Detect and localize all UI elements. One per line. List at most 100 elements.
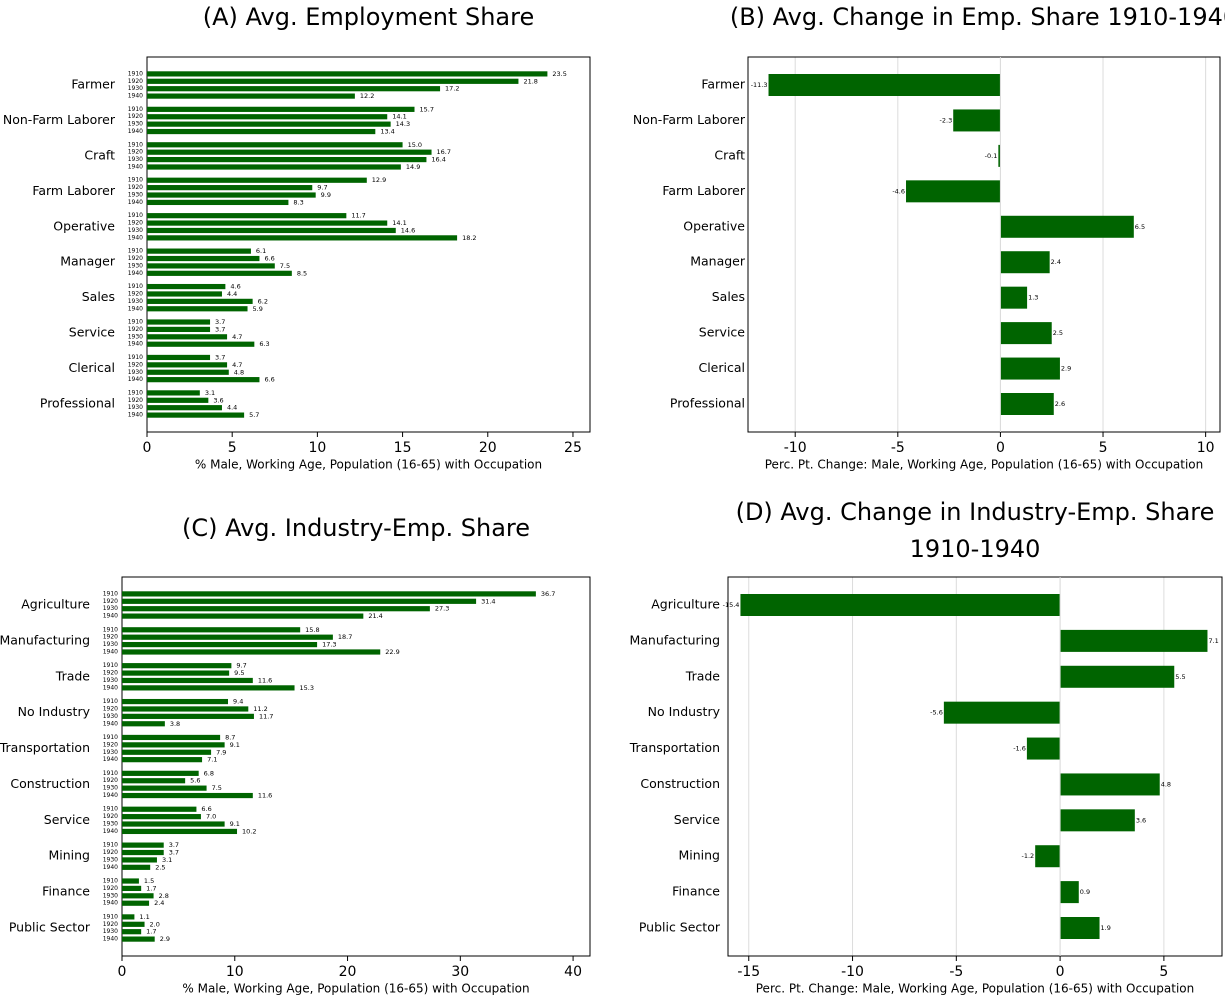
bar [122, 806, 197, 812]
bar [147, 319, 211, 325]
x-tick-label: 10 [226, 964, 244, 980]
category-label: Construction [640, 776, 720, 791]
data-label: 14.6 [401, 226, 415, 234]
data-label: 4.8 [1161, 780, 1171, 788]
x-tick-label: -5 [949, 964, 963, 980]
bar [122, 598, 477, 604]
data-label: -1.6 [1013, 745, 1026, 753]
bar [147, 114, 388, 120]
data-label: 9.1 [230, 820, 240, 828]
bar [147, 369, 229, 375]
data-label: 6.6 [264, 255, 274, 263]
series-label: 1910 [128, 354, 143, 361]
bar [122, 893, 154, 899]
data-label: 3.7 [215, 318, 225, 326]
bar [943, 701, 1061, 724]
series-label: 1940 [128, 376, 143, 383]
bar [147, 185, 313, 191]
data-label: 15.8 [305, 626, 319, 634]
bar [147, 199, 289, 206]
bar [1000, 393, 1054, 415]
series-label: 1940 [103, 828, 118, 835]
data-label: 6.1 [256, 247, 266, 255]
bar [122, 900, 150, 906]
data-label: 0.9 [1080, 888, 1090, 896]
x-tick-label: -10 [841, 964, 864, 980]
bar [740, 594, 1061, 616]
data-label: 3.6 [213, 396, 223, 404]
x-tick-label: 30 [451, 964, 469, 980]
x-tick-label: 20 [479, 440, 497, 456]
data-label: 7.0 [206, 813, 216, 821]
data-label: -4.6 [892, 187, 905, 195]
data-label: 15.0 [408, 141, 422, 149]
data-label: 17.3 [322, 641, 336, 649]
bar [147, 334, 228, 340]
data-label: 5.5 [1175, 673, 1185, 681]
series-label: 1930 [103, 749, 118, 756]
series-label: 1930 [128, 227, 143, 234]
series-label: 1920 [103, 741, 118, 748]
data-label: 7.5 [280, 262, 290, 270]
data-label: 21.4 [368, 612, 382, 620]
series-label: 1920 [103, 670, 118, 677]
series-label: 1910 [128, 177, 143, 184]
bar [147, 248, 251, 254]
bar [147, 405, 222, 411]
bar [147, 341, 255, 347]
bar [1060, 917, 1100, 939]
bar [147, 164, 401, 170]
chart-title: (D) Avg. Change in Industry-Emp. Share [736, 498, 1215, 526]
series-label: 1910 [103, 913, 118, 920]
bar [1000, 215, 1134, 238]
data-label: 3.7 [169, 849, 179, 857]
data-label: 11.7 [351, 212, 365, 220]
bar [147, 326, 211, 333]
series-label: 1910 [128, 212, 143, 219]
data-label: 6.8 [204, 769, 214, 777]
category-label: Transportation [0, 740, 90, 755]
data-label: 1.3 [1028, 294, 1038, 302]
bar [122, 677, 253, 684]
x-tick-label: 20 [339, 964, 357, 980]
bar [1060, 629, 1208, 652]
series-label: 1930 [103, 821, 118, 828]
bar [1060, 665, 1175, 688]
series-label: 1920 [103, 777, 118, 784]
plot-frame [747, 56, 1221, 433]
series-label: 1910 [128, 389, 143, 396]
data-label: 11.6 [258, 792, 272, 800]
data-label: 2.5 [1053, 329, 1063, 337]
category-label: No Industry [18, 704, 91, 719]
category-label: Sales [712, 289, 745, 304]
data-label: 3.6 [1136, 816, 1146, 824]
data-label: 1.9 [1101, 924, 1111, 932]
bar [147, 121, 391, 127]
series-label: 1940 [103, 613, 118, 620]
bar [122, 929, 142, 935]
series-label: 1910 [128, 141, 143, 148]
category-label: Sales [82, 289, 115, 304]
series-label: 1930 [128, 369, 143, 376]
data-label: 5.9 [253, 305, 263, 313]
data-label: 8.7 [225, 733, 235, 741]
data-label: 4.4 [227, 290, 237, 298]
series-label: 1920 [128, 113, 143, 120]
bar [122, 749, 212, 755]
series-label: 1930 [103, 713, 118, 720]
category-label: Clerical [68, 360, 115, 375]
bar [122, 634, 333, 640]
series-label: 1920 [128, 361, 143, 368]
bar [122, 785, 207, 791]
bar [147, 142, 403, 148]
data-label: 14.3 [396, 120, 410, 128]
bar [1035, 845, 1061, 868]
data-label: 18.7 [338, 633, 352, 641]
category-label: Mining [678, 848, 720, 863]
data-label: 14.1 [392, 219, 406, 227]
data-label: 9.7 [236, 662, 246, 670]
series-label: 1920 [128, 220, 143, 227]
series-label: 1910 [103, 662, 118, 669]
category-label: Professional [670, 396, 745, 411]
x-tick-label: 0 [1056, 964, 1065, 980]
